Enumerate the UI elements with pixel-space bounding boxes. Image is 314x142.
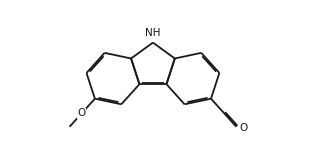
Text: O: O [240, 123, 248, 133]
Text: O: O [78, 108, 86, 118]
Text: NH: NH [145, 28, 161, 38]
